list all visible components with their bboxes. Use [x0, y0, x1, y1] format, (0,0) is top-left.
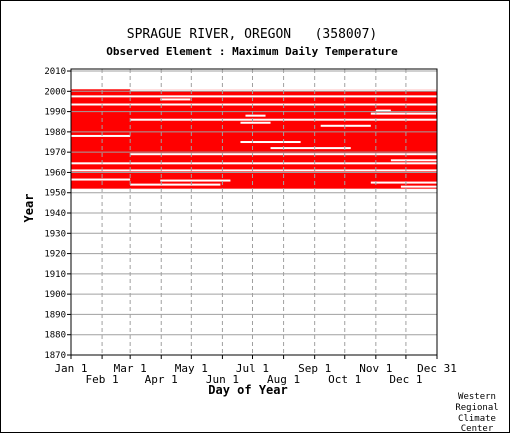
- missing-data-segment: [390, 159, 437, 162]
- chart-title: SPRAGUE RIVER, OREGON (358007): [127, 27, 377, 42]
- missing-data-segment: [71, 103, 437, 106]
- y-tick-label: 1920: [44, 250, 66, 260]
- y-tick-label: 1910: [44, 270, 66, 280]
- missing-data-segment: [320, 124, 371, 127]
- credit-line-2: Regional: [455, 403, 498, 413]
- y-tick-label: 1890: [44, 310, 66, 320]
- x-tick-label: Jun 1: [206, 373, 239, 386]
- x-tick-label: Oct 1: [328, 373, 361, 386]
- missing-data-segment: [245, 114, 266, 117]
- chart-subtitle: Observed Element : Maximum Daily Tempera…: [106, 45, 398, 58]
- credit-block: Western Regional Climate Center: [455, 392, 498, 433]
- missing-data-segment: [375, 109, 391, 112]
- x-tick-label: Aug 1: [267, 373, 300, 386]
- y-tick-label: 1900: [44, 290, 66, 300]
- missing-data-segment: [160, 179, 231, 182]
- x-tick-label: Feb 1: [86, 373, 119, 386]
- plot-border: [70, 68, 438, 356]
- missing-data-segment: [71, 162, 437, 165]
- x-axis-label: Day of Year: [208, 383, 287, 397]
- y-tick-label: 1980: [44, 128, 66, 138]
- y-tick-label: 1930: [44, 229, 66, 239]
- missing-data-segment: [270, 147, 351, 150]
- credit-line-3: Climate: [458, 414, 496, 424]
- y-tick-label: 1880: [44, 331, 66, 341]
- x-tick-label: Dec 31: [417, 362, 457, 375]
- x-tick-label: Sep 1: [298, 362, 331, 375]
- missing-data-segment: [160, 98, 191, 101]
- missing-data-segment: [71, 169, 437, 172]
- credit-line-1: Western: [458, 392, 496, 402]
- y-tick-label: 1970: [44, 148, 66, 158]
- missing-data-segment: [240, 141, 301, 144]
- x-tick-label: Dec 1: [389, 373, 422, 386]
- x-tick-label: Apr 1: [145, 373, 178, 386]
- credit-line-4: Center: [461, 424, 494, 433]
- x-tick-label: Jan 1: [54, 362, 87, 375]
- y-tick-label: 1940: [44, 209, 66, 219]
- y-tick-label: 1960: [44, 168, 66, 178]
- y-tick-label: 1950: [44, 189, 66, 199]
- missing-data-segment: [71, 134, 131, 137]
- missing-data-segment: [370, 181, 437, 184]
- y-tick-label: 1990: [44, 108, 66, 118]
- missing-data-segment: [130, 183, 221, 186]
- x-tick-label: Jul 1: [236, 362, 269, 375]
- x-tick-label: Nov 1: [359, 362, 392, 375]
- y-axis-label: Year: [22, 194, 36, 223]
- x-tick-label: Mar 1: [114, 362, 147, 375]
- missing-data-segment: [400, 185, 437, 188]
- x-tick-label: May 1: [175, 362, 208, 375]
- y-tick-label: 1870: [44, 351, 66, 361]
- missing-data-segment: [71, 95, 437, 98]
- missing-data-segment: [370, 112, 436, 115]
- missing-data-segment: [240, 121, 271, 124]
- missing-data-segment: [71, 178, 131, 181]
- y-tick-label: 2000: [44, 87, 66, 97]
- y-tick-label: 2010: [44, 67, 66, 77]
